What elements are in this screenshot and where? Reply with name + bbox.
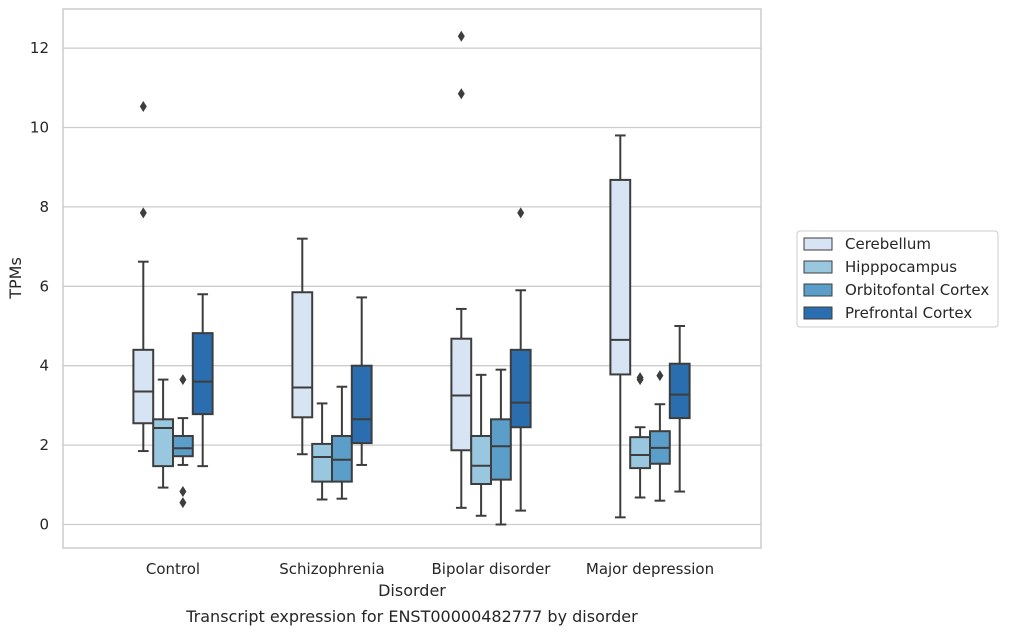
outlier-point — [179, 486, 187, 498]
outlier-point — [457, 88, 465, 100]
box-0-2 — [450, 30, 473, 509]
iqr-box — [629, 436, 652, 470]
y-tick-label: 8 — [39, 198, 49, 216]
box-0-3 — [609, 134, 632, 519]
box-2-2 — [490, 368, 512, 526]
iqr-box — [470, 434, 493, 486]
legend-frame — [796, 230, 999, 328]
iqr-box — [668, 362, 691, 420]
y-tick-label: 10 — [30, 119, 49, 137]
box-3-3 — [668, 325, 691, 493]
boxes — [132, 30, 691, 526]
plot-frame — [62, 8, 762, 549]
iqr-box — [172, 434, 194, 458]
y-tick-labels: 0 2 4 6 8 10 12 — [30, 39, 49, 533]
box-0-1 — [291, 237, 314, 456]
iqr-box — [350, 364, 373, 445]
legend-label: Hipppocampus — [845, 258, 957, 276]
x-tick-label: Major depression — [586, 560, 714, 578]
box-1-2 — [470, 373, 493, 517]
legend-label: Prefrontal Cortex — [845, 304, 972, 322]
y-tick-label: 12 — [30, 39, 49, 57]
y-tick-label: 2 — [39, 436, 49, 454]
outlier-point — [179, 374, 187, 386]
outlier-point — [139, 207, 147, 219]
legend-swatch — [803, 237, 833, 251]
iqr-box — [291, 291, 314, 419]
box-2-0 — [172, 374, 194, 509]
legend-swatch — [803, 260, 833, 274]
outlier-point — [517, 207, 525, 219]
iqr-box — [509, 348, 532, 429]
box-1-3 — [629, 372, 652, 499]
box-1-0 — [152, 378, 174, 489]
y-tick-label: 6 — [39, 277, 49, 295]
legend-label: Orbitofontal Cortex — [845, 281, 989, 299]
outlier-point — [179, 497, 187, 509]
iqr-box — [609, 178, 632, 376]
legend: Cerebellum Hipppocampus Orbitofontal Corte… — [796, 230, 999, 328]
box-0-0 — [132, 100, 155, 453]
iqr-box — [132, 348, 155, 425]
iqr-box — [152, 418, 174, 468]
box-2-3 — [649, 370, 671, 502]
box-1-1 — [311, 402, 334, 501]
x-tick-label: Bipolar disorder — [432, 560, 552, 578]
x-axis-label: Disorder — [378, 581, 446, 600]
iqr-box — [191, 332, 214, 416]
legend-label: Cerebellum — [845, 235, 931, 253]
box-3-1 — [350, 296, 373, 466]
outlier-point — [457, 30, 465, 42]
outlier-point — [139, 100, 147, 112]
x-tick-label: Schizophrenia — [279, 560, 384, 578]
iqr-box — [311, 442, 334, 483]
x-tick-label: Control — [146, 560, 200, 578]
outlier-point — [636, 372, 644, 384]
iqr-box — [490, 418, 512, 481]
outlier-point — [656, 370, 664, 382]
legend-swatch — [803, 306, 833, 320]
box-2-1 — [331, 385, 353, 500]
y-axis-label: TPMs — [6, 257, 25, 300]
box-3-0 — [191, 293, 214, 468]
legend-swatch — [803, 283, 833, 297]
y-tick-label: 4 — [39, 357, 49, 375]
y-tick-label: 0 — [39, 516, 49, 534]
box-3-2 — [509, 207, 532, 512]
x-tick-labels: Control Schizophrenia Bipolar disorder Majo… — [146, 560, 714, 578]
chart-caption: Transcript expression for ENST0000048277… — [185, 607, 638, 626]
